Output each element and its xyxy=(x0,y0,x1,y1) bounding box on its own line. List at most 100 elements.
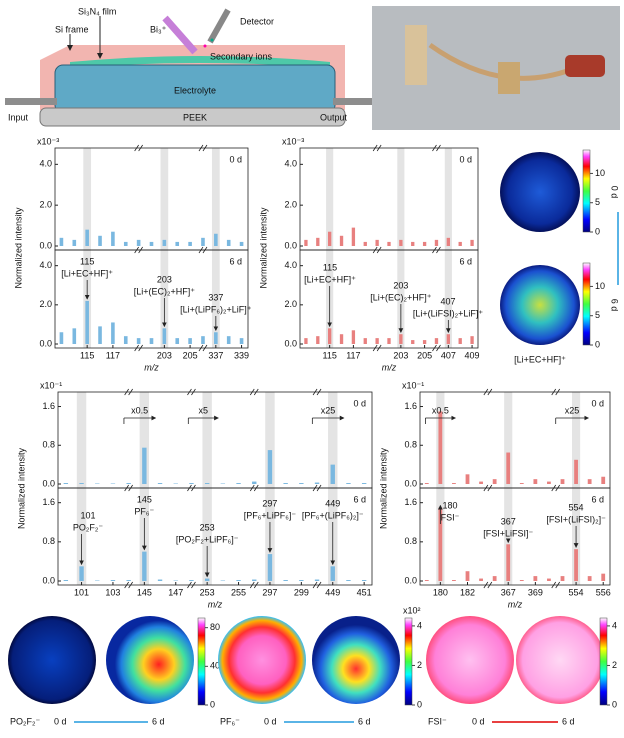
x-axis-label: m/z xyxy=(382,362,397,372)
bar xyxy=(574,460,578,484)
bar xyxy=(466,571,470,581)
bar xyxy=(214,234,218,246)
x-tick-label: 103 xyxy=(105,587,120,597)
x-tick-label: 407 xyxy=(441,350,456,360)
annotation-mass: 203 xyxy=(393,280,408,290)
colorbar-tick-label: 0 xyxy=(417,699,422,709)
bar xyxy=(236,580,240,581)
bar xyxy=(205,579,209,581)
y-tick-label: 1.6 xyxy=(42,401,55,411)
x-tick-label: 147 xyxy=(168,587,183,597)
bar xyxy=(452,580,456,581)
bar xyxy=(268,450,272,484)
bar xyxy=(189,580,193,581)
schematic: Si₃N₄ film Si frame Bi₃⁺ Detector Second… xyxy=(5,6,373,126)
colorbar xyxy=(405,618,412,705)
detector-label: Detector xyxy=(240,16,274,26)
bar xyxy=(72,328,76,344)
y-tick-label: 0.0 xyxy=(39,338,52,348)
bar xyxy=(236,483,240,484)
annotation-label: [FSI+LiFSI]⁻ xyxy=(483,528,533,538)
bar xyxy=(328,328,331,344)
colorbar-tick-label: 4 xyxy=(612,620,617,630)
x-tick-label: 556 xyxy=(596,587,611,597)
annotation-label: [Li+(EC)₂+HF]⁺ xyxy=(134,286,196,296)
bar xyxy=(111,580,115,581)
electrolyte-label: Electrolyte xyxy=(174,85,216,95)
bar xyxy=(588,479,592,484)
bar xyxy=(98,236,102,246)
bar xyxy=(561,479,565,484)
y-tick-label: 2.0 xyxy=(39,299,52,309)
annotation-label: [Li+EC+HF]⁺ xyxy=(304,274,356,284)
annotation-label: PO₂F₂⁻ xyxy=(73,522,103,532)
bar xyxy=(435,338,438,344)
y-tick-label: 1.6 xyxy=(404,497,417,507)
bar xyxy=(411,340,414,344)
bar xyxy=(150,242,154,246)
series-label: 0 d xyxy=(229,154,242,164)
bar xyxy=(364,242,367,246)
annotation-label: [PF₆+LiPF₆]⁻ xyxy=(244,510,297,520)
x-tick-label: 255 xyxy=(231,587,246,597)
annotation-label: [PF₆+(LiPF₆)₂]⁻ xyxy=(302,510,364,520)
x-tick-label: 337 xyxy=(208,350,223,360)
output-pipe xyxy=(333,98,373,105)
multiplier: x5 xyxy=(198,405,208,415)
bar xyxy=(142,448,146,484)
bar xyxy=(188,338,192,344)
bar xyxy=(158,580,162,581)
bar xyxy=(601,477,605,484)
bar xyxy=(111,322,115,344)
x-tick-label: 180 xyxy=(433,587,448,597)
annotation-mass: 101 xyxy=(80,510,95,520)
photo xyxy=(372,6,620,130)
series-label: 6 d xyxy=(459,256,472,266)
bar xyxy=(64,580,68,581)
frame-label: Si frame xyxy=(55,24,89,34)
annotation-mass: 145 xyxy=(137,494,152,504)
bar xyxy=(447,334,450,344)
y-tick-label: 4.0 xyxy=(39,260,52,270)
bar xyxy=(240,242,244,246)
x-tick-label: 205 xyxy=(417,350,432,360)
bar xyxy=(375,338,378,344)
series-label: 0 d xyxy=(591,398,604,408)
bar xyxy=(283,580,287,581)
heatmap-0d xyxy=(8,616,96,704)
x-axis-label: m/z xyxy=(208,599,223,609)
multiplier: x25 xyxy=(321,405,336,415)
colorbar-tick-label: 0 xyxy=(595,226,600,236)
bar xyxy=(268,554,272,581)
time-from: 0 d xyxy=(54,716,67,726)
axis-scale: x10⁻³ xyxy=(282,136,304,146)
heatmap-6d xyxy=(516,616,604,704)
base-label: PEEK xyxy=(183,112,207,122)
x-tick-label: 253 xyxy=(200,587,215,597)
bar xyxy=(601,574,605,581)
bar xyxy=(470,240,473,246)
bar xyxy=(520,483,524,484)
x-tick-label: 115 xyxy=(80,350,94,360)
heatmap-6d xyxy=(500,265,580,345)
annotation-label: FSI⁻ xyxy=(441,512,460,522)
annotation-mass: 253 xyxy=(200,522,215,532)
colorbar-tick-label: 10 xyxy=(595,168,605,178)
bar xyxy=(60,332,64,344)
detector-body xyxy=(210,10,228,42)
beam-label: Bi₃⁺ xyxy=(150,24,167,34)
bar xyxy=(85,230,89,246)
y-tick-label: 2.0 xyxy=(284,299,297,309)
annotation-label: [FSI+(LiFSI)₂]⁻ xyxy=(546,514,606,524)
x-tick-label: 145 xyxy=(137,587,152,597)
bar xyxy=(188,242,192,246)
bar xyxy=(547,579,551,581)
bar xyxy=(111,232,115,246)
fitting xyxy=(405,25,427,85)
bar xyxy=(201,238,205,246)
x-tick-label: 367 xyxy=(501,587,516,597)
multiplier: x0.5 xyxy=(432,405,449,415)
time-to: 6 d xyxy=(358,716,371,726)
image-caption: FSI⁻ xyxy=(428,716,447,726)
bar xyxy=(493,576,497,581)
